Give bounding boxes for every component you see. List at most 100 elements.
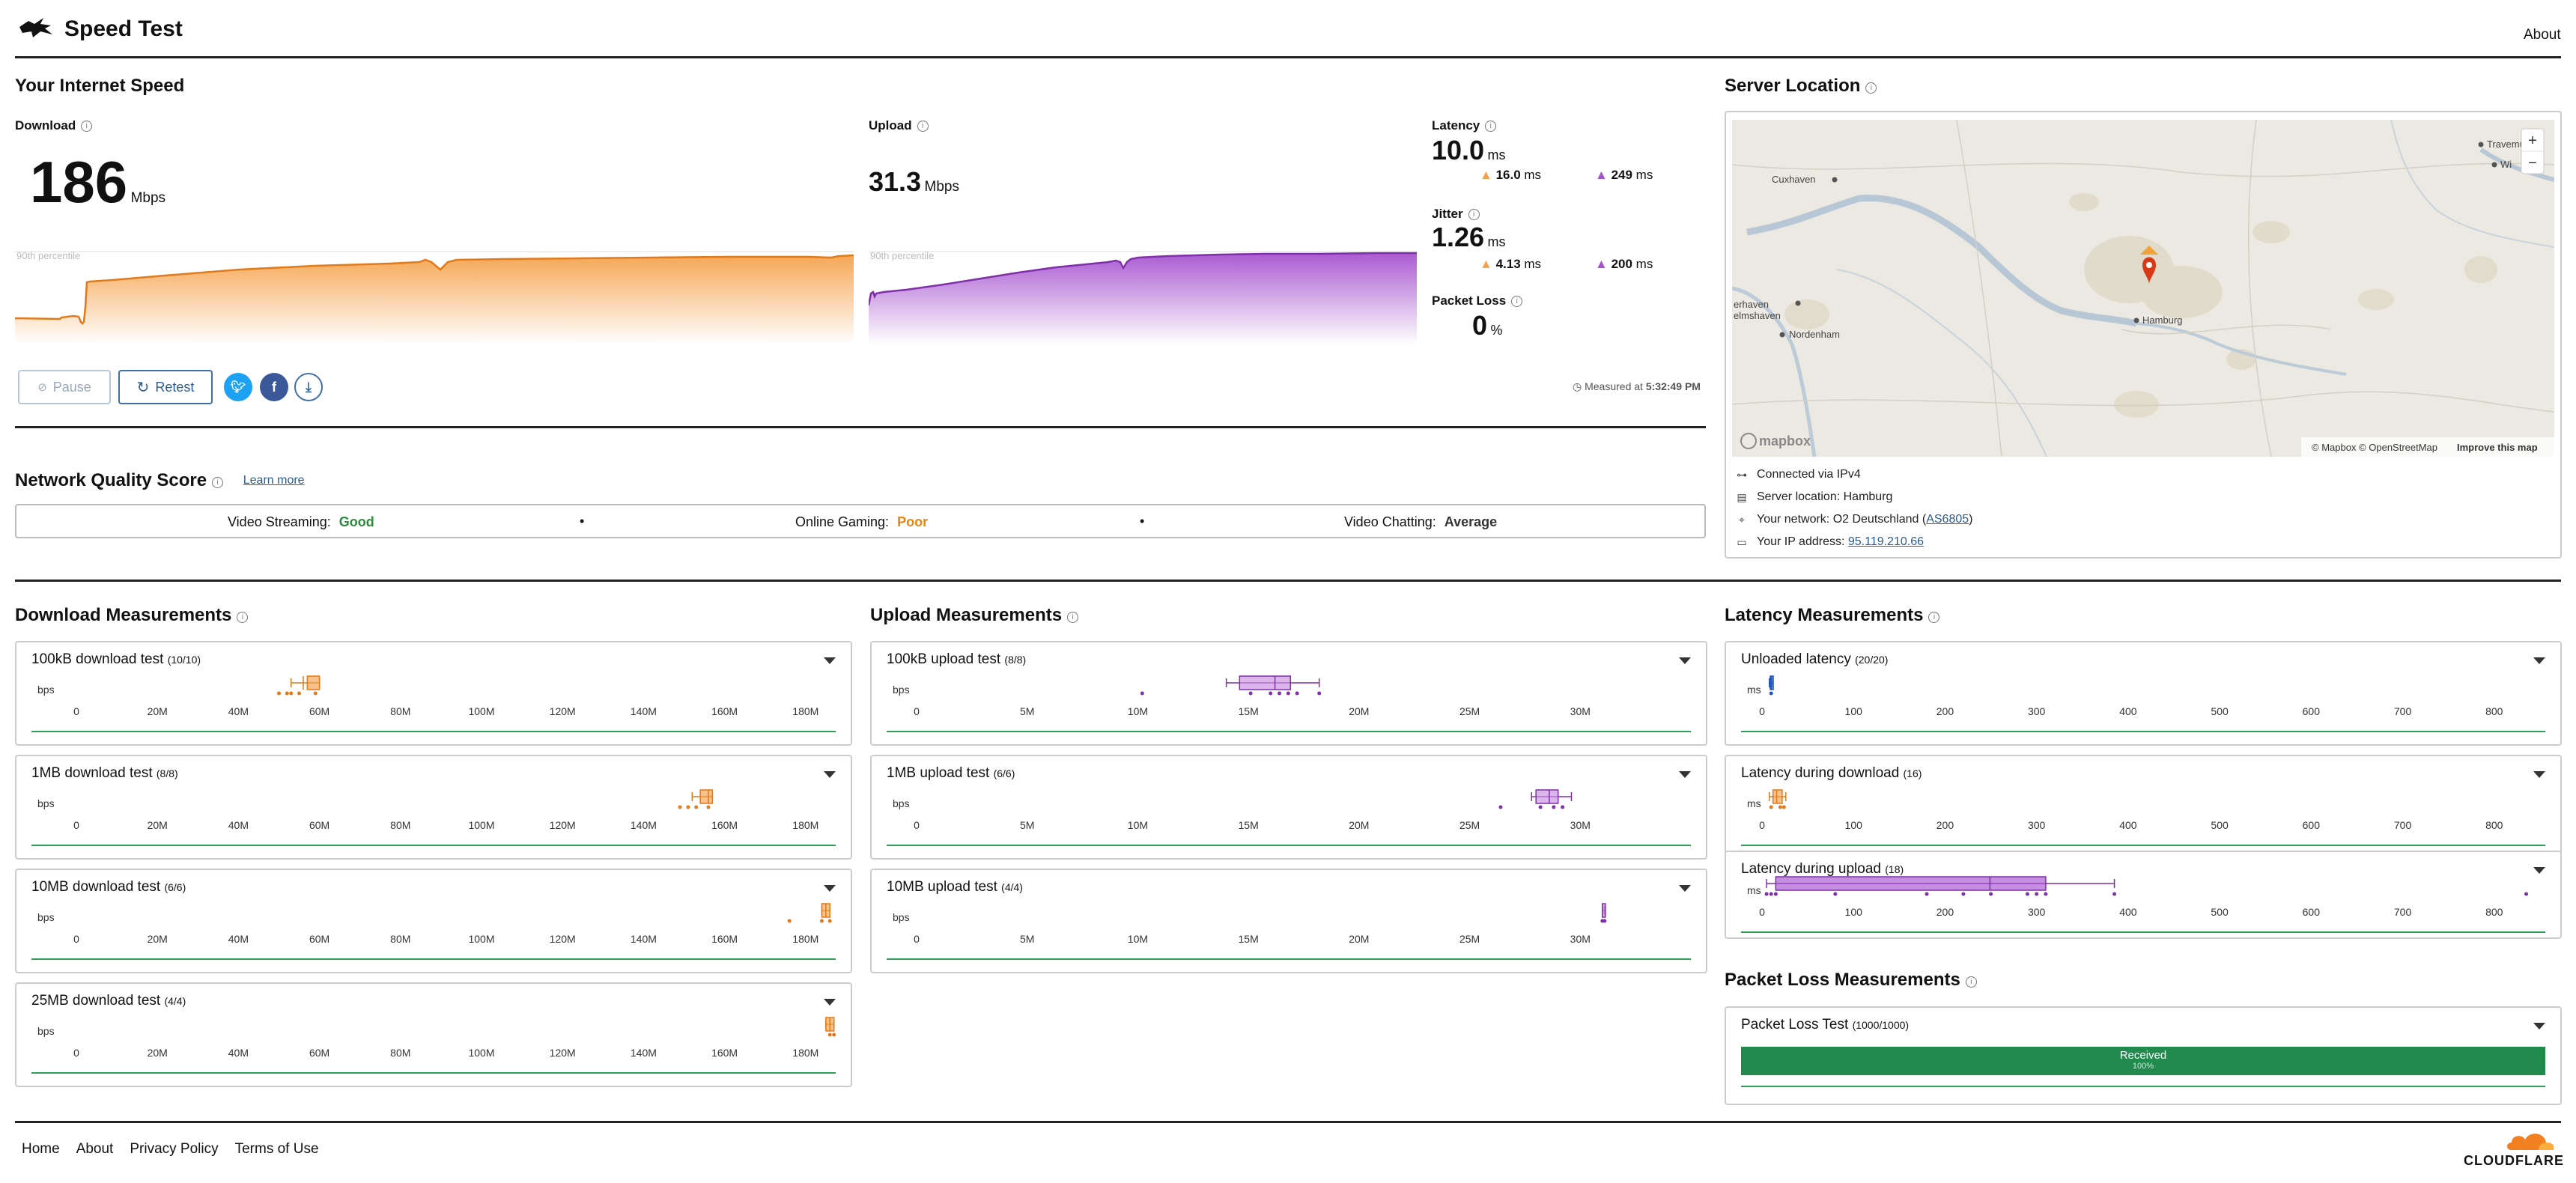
data-point — [1778, 805, 1782, 809]
info-icon[interactable]: i — [1485, 121, 1497, 132]
mapbox-logo[interactable]: mapbox — [1740, 433, 1811, 449]
gaming-label: Online Gaming: — [795, 514, 890, 529]
packet-loss-test-title[interactable]: Packet Loss Test (1000/1000) — [1741, 1017, 1909, 1033]
axis-tick-label: 40M — [228, 1047, 249, 1059]
test-title[interactable]: 100kB upload test (8/8) — [887, 651, 1026, 668]
axis-tick-label: 0 — [73, 819, 79, 831]
learn-more-link[interactable]: Learn more — [243, 474, 305, 487]
axis-tick-label: 0 — [1759, 906, 1765, 918]
server-map[interactable]: Travemünde Cuxhaven Hamburg Nordenham er… — [1732, 120, 2554, 457]
axis-tick-label: 160M — [711, 933, 738, 945]
pause-button[interactable]: ⊘ Pause — [18, 370, 111, 404]
axis-tick-label: 80M — [390, 819, 411, 831]
axis-tick-label: 120M — [549, 933, 576, 945]
info-icon[interactable]: i — [1928, 612, 1940, 623]
info-icon[interactable]: i — [1067, 612, 1079, 623]
location-pin-icon — [2140, 246, 2158, 285]
ip-address-link[interactable]: 95.119.210.66 — [1847, 535, 1924, 548]
test-label: 100kB upload test — [887, 651, 1001, 667]
test-title[interactable]: Latency during download (16) — [1741, 765, 1922, 782]
test-title[interactable]: 100kB download test (10/10) — [31, 651, 201, 668]
server-info-location: ▤ Server location: Hamburg — [1736, 490, 1892, 504]
axis-tick-label: 60M — [309, 705, 330, 717]
chevron-down-icon[interactable] — [1679, 885, 1691, 892]
test-count: (6/6) — [993, 767, 1015, 779]
download-test-card: 100kB download test (10/10) bps 0 20M 40M 60M… — [15, 641, 852, 746]
test-title[interactable]: Unloaded latency (20/20) — [1741, 651, 1888, 668]
chatting-label: Video Chatting: — [1344, 514, 1436, 529]
info-icon[interactable]: i — [1965, 976, 1977, 988]
chevron-down-icon[interactable] — [824, 885, 836, 892]
download-label-text: Download — [15, 118, 76, 133]
test-title[interactable]: 1MB download test (8/8) — [31, 765, 178, 782]
info-icon[interactable]: i — [237, 612, 249, 623]
test-title[interactable]: 1MB upload test (6/6) — [887, 765, 1015, 782]
cloudflare-logo[interactable]: CLOUDFLARE — [2464, 1129, 2563, 1168]
axis-baseline — [31, 731, 836, 732]
chevron-down-icon[interactable] — [1679, 657, 1691, 664]
latency-value-group: 10.0 ms — [1432, 135, 1506, 166]
axis-tick-label: 0 — [914, 819, 920, 831]
bullet-separator: • — [580, 514, 585, 529]
chevron-down-icon[interactable] — [2533, 771, 2545, 778]
axis-tick-label: 500 — [2211, 705, 2229, 717]
test-title[interactable]: Latency during upload (18) — [1741, 861, 1904, 878]
test-title[interactable]: 10MB download test (6/6) — [31, 879, 186, 895]
chevron-down-icon[interactable] — [2533, 657, 2545, 664]
box-plot — [1769, 789, 1787, 809]
chevron-down-icon[interactable] — [824, 657, 836, 664]
footer-link-terms[interactable]: Terms of Use — [234, 1141, 319, 1157]
data-point — [1498, 805, 1503, 809]
box-iqr — [699, 789, 714, 804]
chevron-down-icon[interactable] — [2533, 1023, 2545, 1030]
upload-line — [869, 252, 1417, 306]
info-icon[interactable]: i — [81, 121, 93, 132]
info-icon[interactable]: i — [1511, 296, 1523, 307]
chevron-down-icon[interactable] — [824, 771, 836, 778]
retest-button[interactable]: ↻ Retest — [118, 370, 213, 404]
axis-baseline — [1741, 731, 2545, 732]
received-percent: 100% — [2132, 1062, 2154, 1071]
axis-tick-label: 5M — [1019, 933, 1035, 945]
facebook-share-button[interactable]: f — [260, 373, 288, 401]
asn-link[interactable]: AS6805 — [1926, 513, 1969, 526]
test-title[interactable]: 10MB upload test (4/4) — [887, 879, 1023, 895]
axis-tick-label: 20M — [147, 705, 168, 717]
zoom-out-button[interactable]: − — [2528, 155, 2537, 171]
chevron-down-icon[interactable] — [2533, 867, 2545, 874]
data-point — [1278, 691, 1282, 696]
improve-map-link[interactable]: Improve this map — [2457, 442, 2538, 453]
zoom-in-button[interactable]: + — [2528, 133, 2537, 149]
axis-tick-label: 80M — [390, 705, 411, 717]
footer-link-about[interactable]: About — [76, 1141, 114, 1157]
download-value: 186 — [30, 149, 128, 215]
footer-link-privacy[interactable]: Privacy Policy — [130, 1141, 219, 1157]
data-point — [1833, 892, 1838, 896]
chevron-down-icon[interactable] — [1679, 771, 1691, 778]
data-point — [1769, 805, 1773, 809]
clock-icon: ◷ — [1573, 380, 1582, 392]
info-icon[interactable]: i — [1468, 209, 1480, 220]
axis-tick-label: 20M — [1349, 819, 1370, 831]
axis-unit-label: bps — [37, 911, 55, 923]
ip-text: Your IP address: 95.119.210.66 — [1757, 535, 1924, 549]
packet-loss-test-count: (1000/1000) — [1852, 1019, 1910, 1031]
axis-tick-label: 25M — [1459, 819, 1480, 831]
axis-tick-label: 200 — [1936, 705, 1954, 717]
axis-tick-label: 0 — [914, 705, 920, 717]
data-point — [819, 919, 824, 923]
header-about-link[interactable]: About — [2524, 27, 2561, 43]
axis-tick-label: 180M — [792, 933, 819, 945]
footer-link-home[interactable]: Home — [22, 1141, 60, 1157]
test-title[interactable]: 25MB download test (4/4) — [31, 993, 186, 1009]
info-icon[interactable]: i — [1865, 82, 1877, 94]
map-label-hamburg: Hamburg — [2142, 314, 2182, 326]
map-attribution[interactable]: © Mapbox © OpenStreetMap — [2312, 442, 2437, 453]
download-results-button[interactable]: ⤓ — [294, 373, 323, 401]
chevron-down-icon[interactable] — [824, 999, 836, 1006]
info-icon[interactable]: i — [212, 477, 224, 488]
map-zoom-controls[interactable]: + − — [2521, 128, 2545, 174]
axis-tick-label: 200 — [1936, 906, 1954, 918]
info-icon[interactable]: i — [917, 121, 929, 132]
twitter-share-button[interactable]: 🐦︎ — [224, 373, 252, 401]
